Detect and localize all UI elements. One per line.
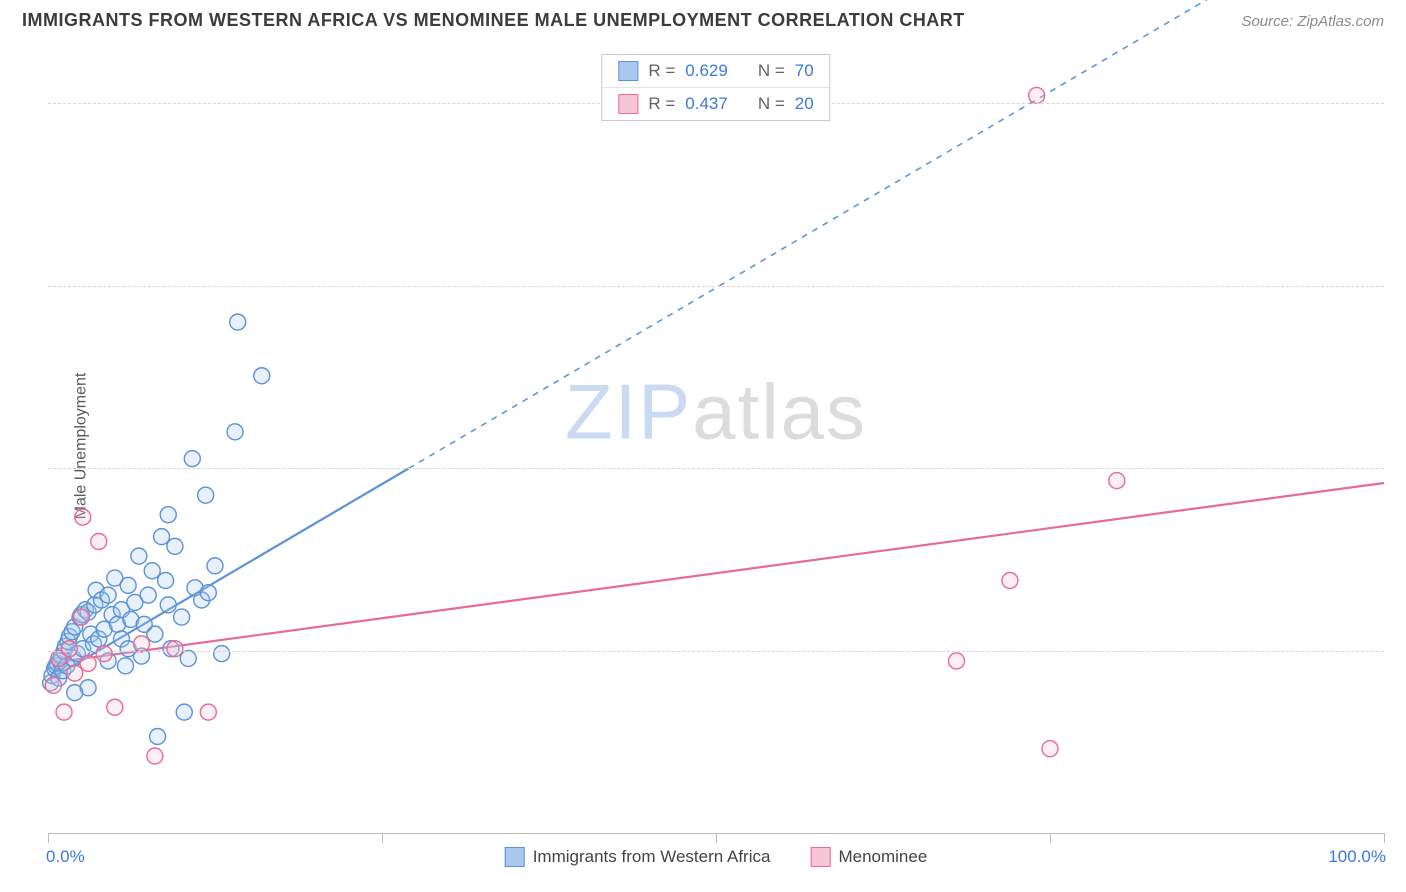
data-point bbox=[96, 646, 112, 662]
legend-stat-row-0: R = 0.629 N = 70 bbox=[602, 55, 829, 87]
stat-n-label: N = bbox=[758, 94, 785, 114]
data-point bbox=[214, 646, 230, 662]
gridline-h bbox=[48, 651, 1384, 652]
data-point bbox=[160, 507, 176, 523]
legend-bottom-swatch-1 bbox=[810, 847, 830, 867]
stat-r-label: R = bbox=[648, 61, 675, 81]
data-point bbox=[1109, 473, 1125, 489]
x-tick bbox=[48, 833, 49, 843]
y-tick-label: 7.5% bbox=[1394, 641, 1406, 661]
data-point bbox=[227, 424, 243, 440]
data-point bbox=[117, 658, 133, 674]
legend-bottom-swatch-0 bbox=[505, 847, 525, 867]
data-point bbox=[73, 609, 89, 625]
data-point bbox=[230, 314, 246, 330]
data-point bbox=[131, 548, 147, 564]
data-point bbox=[56, 704, 72, 720]
data-point bbox=[140, 587, 156, 603]
legend-bottom-label-0: Immigrants from Western Africa bbox=[533, 847, 771, 867]
x-tick bbox=[1050, 833, 1051, 843]
data-point bbox=[107, 699, 123, 715]
x-tick bbox=[382, 833, 383, 843]
data-point bbox=[120, 577, 136, 593]
y-tick-label: 22.5% bbox=[1394, 276, 1406, 296]
stat-r-value-0: 0.629 bbox=[685, 61, 728, 81]
data-point bbox=[167, 538, 183, 554]
x-tick-label-min: 0.0% bbox=[46, 847, 85, 867]
data-point bbox=[180, 651, 196, 667]
legend-bottom-item-1: Menominee bbox=[810, 847, 927, 867]
chart-title: IMMIGRANTS FROM WESTERN AFRICA VS MENOMI… bbox=[22, 10, 965, 31]
stat-n-value-0: 70 bbox=[795, 61, 814, 81]
data-point bbox=[1042, 741, 1058, 757]
data-point bbox=[167, 641, 183, 657]
legend-bottom-item-0: Immigrants from Western Africa bbox=[505, 847, 771, 867]
x-tick bbox=[716, 833, 717, 843]
data-point bbox=[45, 677, 61, 693]
data-point bbox=[158, 573, 174, 589]
legend-stats: R = 0.629 N = 70 R = 0.437 N = 20 bbox=[601, 54, 830, 121]
data-point bbox=[184, 451, 200, 467]
data-point bbox=[948, 653, 964, 669]
legend-swatch-0 bbox=[618, 61, 638, 81]
data-point bbox=[198, 487, 214, 503]
data-point bbox=[176, 704, 192, 720]
data-point bbox=[1029, 87, 1045, 103]
plot-area: ZIPatlas R = 0.629 N = 70 R = 0.437 N = … bbox=[48, 54, 1384, 834]
y-tick-label: 30.0% bbox=[1394, 93, 1406, 113]
data-point bbox=[67, 685, 83, 701]
x-tick bbox=[1384, 833, 1385, 843]
data-point bbox=[1002, 573, 1018, 589]
data-point bbox=[207, 558, 223, 574]
scatter-svg bbox=[48, 54, 1384, 834]
legend-swatch-1 bbox=[618, 94, 638, 114]
stat-r-label: R = bbox=[648, 94, 675, 114]
data-point bbox=[80, 655, 96, 671]
data-point bbox=[154, 529, 170, 545]
source-attribution: Source: ZipAtlas.com bbox=[1241, 13, 1384, 30]
data-point bbox=[75, 509, 91, 525]
data-point bbox=[144, 563, 160, 579]
data-point bbox=[200, 585, 216, 601]
legend-bottom: Immigrants from Western Africa Menominee bbox=[505, 847, 928, 867]
data-point bbox=[61, 641, 77, 657]
gridline-h bbox=[48, 286, 1384, 287]
x-tick-label-max: 100.0% bbox=[1328, 847, 1386, 867]
data-point bbox=[91, 534, 107, 550]
header-row: IMMIGRANTS FROM WESTERN AFRICA VS MENOMI… bbox=[0, 0, 1406, 37]
data-point bbox=[150, 729, 166, 745]
data-point bbox=[67, 665, 83, 681]
legend-bottom-label-1: Menominee bbox=[838, 847, 927, 867]
regression-line-dashed bbox=[409, 0, 1384, 468]
stat-n-value-1: 20 bbox=[795, 94, 814, 114]
stat-n-label: N = bbox=[758, 61, 785, 81]
data-point bbox=[134, 636, 150, 652]
data-point bbox=[200, 704, 216, 720]
data-point bbox=[160, 597, 176, 613]
data-point bbox=[174, 609, 190, 625]
data-point bbox=[147, 748, 163, 764]
legend-stat-row-1: R = 0.437 N = 20 bbox=[602, 87, 829, 120]
stat-r-value-1: 0.437 bbox=[685, 94, 728, 114]
data-point bbox=[254, 368, 270, 384]
data-point bbox=[136, 616, 152, 632]
gridline-h bbox=[48, 468, 1384, 469]
data-point bbox=[100, 587, 116, 603]
regression-line-solid bbox=[48, 483, 1384, 663]
y-tick-label: 15.0% bbox=[1394, 458, 1406, 478]
